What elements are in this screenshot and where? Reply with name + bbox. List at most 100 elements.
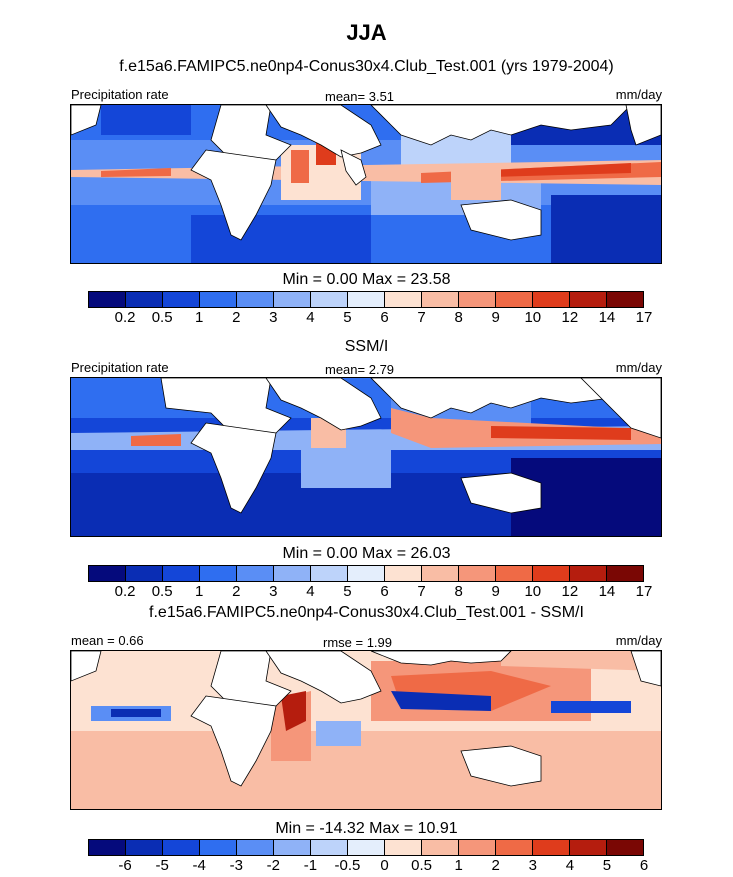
panel-2-subtitle: SSM/I [344, 338, 389, 355]
colorbar-swatch [89, 840, 126, 855]
colorbar-tick-label: -5 [155, 857, 169, 874]
colorbar-tick-label: 0.2 [114, 309, 136, 326]
colorbar-tick-label: 10 [524, 309, 542, 326]
colorbar-swatch [385, 292, 422, 307]
colorbar-swatch [237, 566, 274, 581]
colorbar-swatch [385, 566, 422, 581]
colorbar-swatch [348, 566, 385, 581]
colorbar-swatch [422, 292, 459, 307]
panel-3-colorbar [88, 839, 644, 856]
panel-1-mean-label: mean= 3.51 [325, 89, 395, 104]
colorbar-swatch [311, 292, 348, 307]
panel-3-minmax: Min = -14.32 Max = 10.91 [275, 820, 458, 837]
colorbar-tick-label: 8 [454, 309, 463, 326]
colorbar-tick-label: 1 [195, 309, 204, 326]
panel-1-colorbar [88, 291, 644, 308]
colorbar-swatch [533, 840, 570, 855]
colorbar-swatch [459, 566, 496, 581]
colorbar-swatch [311, 840, 348, 855]
panel-2-variable-label: Precipitation rate [71, 360, 169, 375]
colorbar-tick-label: 7 [417, 309, 426, 326]
colorbar-swatch [607, 840, 643, 855]
colorbar-tick-label: 7 [417, 583, 426, 600]
colorbar-swatch [163, 840, 200, 855]
panel-1-units-label: mm/day [615, 87, 662, 102]
colorbar-tick-label: 0.5 [151, 583, 173, 600]
colorbar-swatch [237, 840, 274, 855]
colorbar-swatch [422, 840, 459, 855]
colorbar-tick-label: 17 [635, 309, 653, 326]
panel-2-map [70, 377, 662, 537]
colorbar-tick-label: 0.5 [411, 857, 433, 874]
panel-2-mean-label: mean= 2.79 [325, 362, 395, 377]
panel-2-map-graphic [71, 378, 661, 536]
colorbar-tick-label: 17 [635, 583, 653, 600]
colorbar-swatch [311, 566, 348, 581]
colorbar-tick-label: 9 [491, 583, 500, 600]
colorbar-swatch [385, 840, 422, 855]
panel-3-subtitle: f.e15a6.FAMIPC5.ne0np4-Conus30x4.Club_Te… [149, 604, 584, 621]
panel-3-colorbar-ticks: -6 -5 -4 -3 -2 -1 -0.5 0 0.5 1 2 3 4 5 6 [88, 857, 648, 875]
colorbar-tick-label: 3 [269, 583, 278, 600]
colorbar-swatch [274, 840, 311, 855]
colorbar-swatch [163, 292, 200, 307]
panel-3-units-label: mm/day [615, 633, 662, 648]
colorbar-swatch [607, 292, 643, 307]
panel-3-rmse-label: rmse = 1.99 [323, 635, 393, 650]
colorbar-swatch [422, 566, 459, 581]
colorbar-swatch [126, 292, 163, 307]
panel-2-colorbar-ticks: 0.2 0.5 1 2 3 4 5 6 7 8 9 10 12 14 17 [88, 583, 653, 601]
colorbar-swatch [570, 292, 607, 307]
panel-1-subtitle: f.e15a6.FAMIPC5.ne0np4-Conus30x4.Club_Te… [119, 58, 614, 75]
panel-3-map-graphic [71, 651, 661, 809]
colorbar-tick-label: 2 [491, 857, 500, 874]
colorbar-tick-label: 5 [343, 309, 352, 326]
colorbar-tick-label: 10 [524, 583, 542, 600]
panel-2-minmax: Min = 0.00 Max = 26.03 [282, 545, 451, 562]
colorbar-swatch [533, 566, 570, 581]
colorbar-tick-label: 5 [602, 857, 612, 874]
colorbar-tick-label: 0 [380, 857, 389, 874]
colorbar-tick-label: 6 [380, 309, 389, 326]
colorbar-swatch [200, 292, 237, 307]
colorbar-tick-label: 14 [598, 309, 616, 326]
colorbar-tick-label: -1 [303, 857, 318, 874]
colorbar-tick-label: 4 [565, 857, 575, 874]
colorbar-swatch [496, 840, 533, 855]
colorbar-tick-label: -4 [192, 857, 206, 874]
colorbar-swatch [274, 566, 311, 581]
colorbar-swatch [89, 566, 126, 581]
colorbar-tick-label: -3 [229, 857, 243, 874]
colorbar-swatch [348, 292, 385, 307]
panel-1-variable-label: Precipitation rate [71, 87, 169, 102]
colorbar-tick-label: 0.2 [114, 583, 136, 600]
panel-1-colorbar-ticks: 0.2 0.5 1 2 3 4 5 6 7 8 9 10 12 14 17 [88, 309, 653, 327]
colorbar-swatch [89, 292, 126, 307]
colorbar-swatch [459, 840, 496, 855]
colorbar-swatch [200, 566, 237, 581]
colorbar-swatch [126, 566, 163, 581]
colorbar-tick-label: 4 [306, 309, 315, 326]
colorbar-tick-label: -0.5 [334, 857, 361, 874]
colorbar-tick-label: 12 [561, 309, 579, 326]
colorbar-tick-label: 9 [491, 309, 500, 326]
panel-1-minmax: Min = 0.00 Max = 23.58 [282, 271, 451, 288]
colorbar-tick-label: 6 [639, 857, 649, 874]
colorbar-tick-label: 3 [269, 309, 278, 326]
panel-1-map [70, 104, 662, 264]
colorbar-tick-label: 12 [561, 583, 579, 600]
colorbar-tick-label: 5 [343, 583, 352, 600]
colorbar-swatch [459, 292, 496, 307]
panel-3-map [70, 650, 662, 810]
colorbar-tick-label: -2 [266, 857, 280, 874]
colorbar-tick-label: 6 [380, 583, 389, 600]
colorbar-tick-label: 1 [195, 583, 204, 600]
colorbar-swatch [163, 566, 200, 581]
colorbar-swatch [496, 566, 533, 581]
figure-title: JJA [346, 20, 387, 45]
colorbar-swatch [200, 840, 237, 855]
colorbar-tick-label: 2 [232, 309, 241, 326]
colorbar-tick-label: 4 [306, 583, 315, 600]
colorbar-swatch [126, 840, 163, 855]
colorbar-swatch [237, 292, 274, 307]
